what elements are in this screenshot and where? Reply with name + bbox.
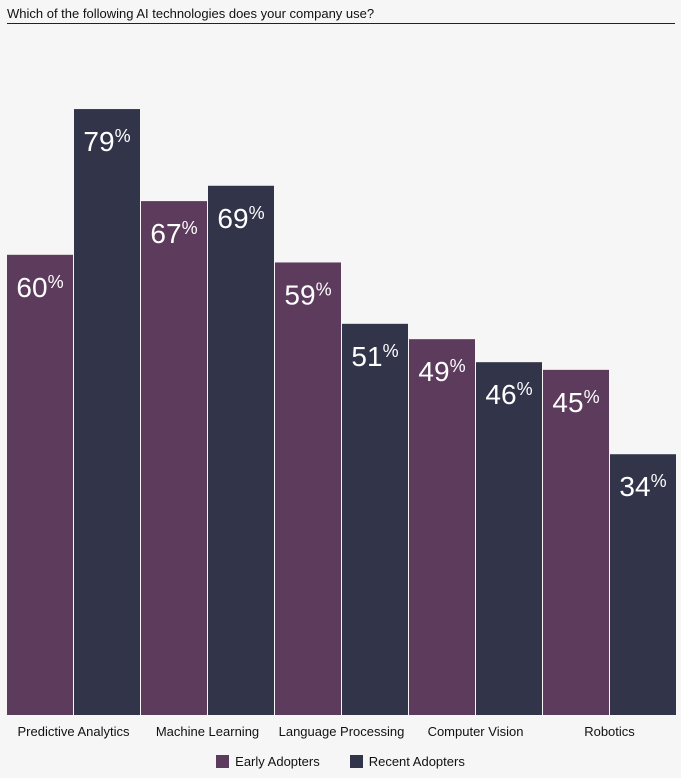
legend: Early Adopters Recent Adopters bbox=[0, 754, 681, 769]
data-label-machine-learning-recent-adopters: 69% bbox=[217, 203, 264, 234]
category-label-computer-vision: Computer Vision bbox=[428, 724, 524, 739]
legend-swatch-early-adopters bbox=[216, 755, 230, 768]
category-label-machine-learning: Machine Learning bbox=[156, 724, 259, 739]
category-label-robotics: Robotics bbox=[584, 724, 635, 739]
bar-language-processing-early-adopters bbox=[275, 262, 341, 715]
bar-robotics-recent-adopters bbox=[610, 454, 676, 715]
data-label-predictive-analytics-early-adopters: 60% bbox=[16, 272, 63, 303]
bar-predictive-analytics-early-adopters bbox=[7, 254, 73, 716]
category-label-predictive-analytics: Predictive Analytics bbox=[18, 724, 130, 739]
bar-machine-learning-early-adopters bbox=[141, 201, 207, 716]
data-label-predictive-analytics-recent-adopters: 79% bbox=[83, 126, 130, 157]
chart-title: Which of the following AI technologies d… bbox=[7, 6, 375, 21]
legend-item-early-adopters: Early Adopters bbox=[216, 754, 320, 769]
data-label-computer-vision-recent-adopters: 46% bbox=[485, 379, 532, 410]
bar-chart: 60% 79% Predictive Analytics 67% 69% Machine … bbox=[7, 109, 676, 739]
bar-machine-learning-recent-adopters bbox=[208, 185, 274, 715]
data-label-robotics-recent-adopters: 34% bbox=[619, 471, 666, 502]
data-label-language-processing-recent-adopters: 51% bbox=[351, 341, 398, 372]
legend-label-recent-adopters: Recent Adopters bbox=[368, 754, 465, 769]
title-divider bbox=[7, 23, 675, 24]
bar-predictive-analytics-recent-adopters bbox=[74, 109, 140, 715]
bar-computer-vision-early-adopters bbox=[409, 339, 475, 715]
data-label-computer-vision-early-adopters: 49% bbox=[418, 356, 465, 387]
bar-language-processing-recent-adopters bbox=[342, 323, 408, 715]
bar-computer-vision-recent-adopters bbox=[476, 362, 542, 715]
bar-robotics-early-adopters bbox=[543, 369, 609, 715]
data-label-robotics-early-adopters: 45% bbox=[552, 387, 599, 418]
legend-label-early-adopters: Early Adopters bbox=[235, 754, 320, 769]
category-label-language-processing: Language Processing bbox=[279, 724, 405, 739]
legend-swatch-recent-adopters bbox=[349, 755, 363, 768]
data-label-machine-learning-early-adopters: 67% bbox=[150, 218, 197, 249]
data-label-language-processing-early-adopters: 59% bbox=[284, 279, 331, 310]
legend-item-recent-adopters: Recent Adopters bbox=[349, 754, 465, 769]
